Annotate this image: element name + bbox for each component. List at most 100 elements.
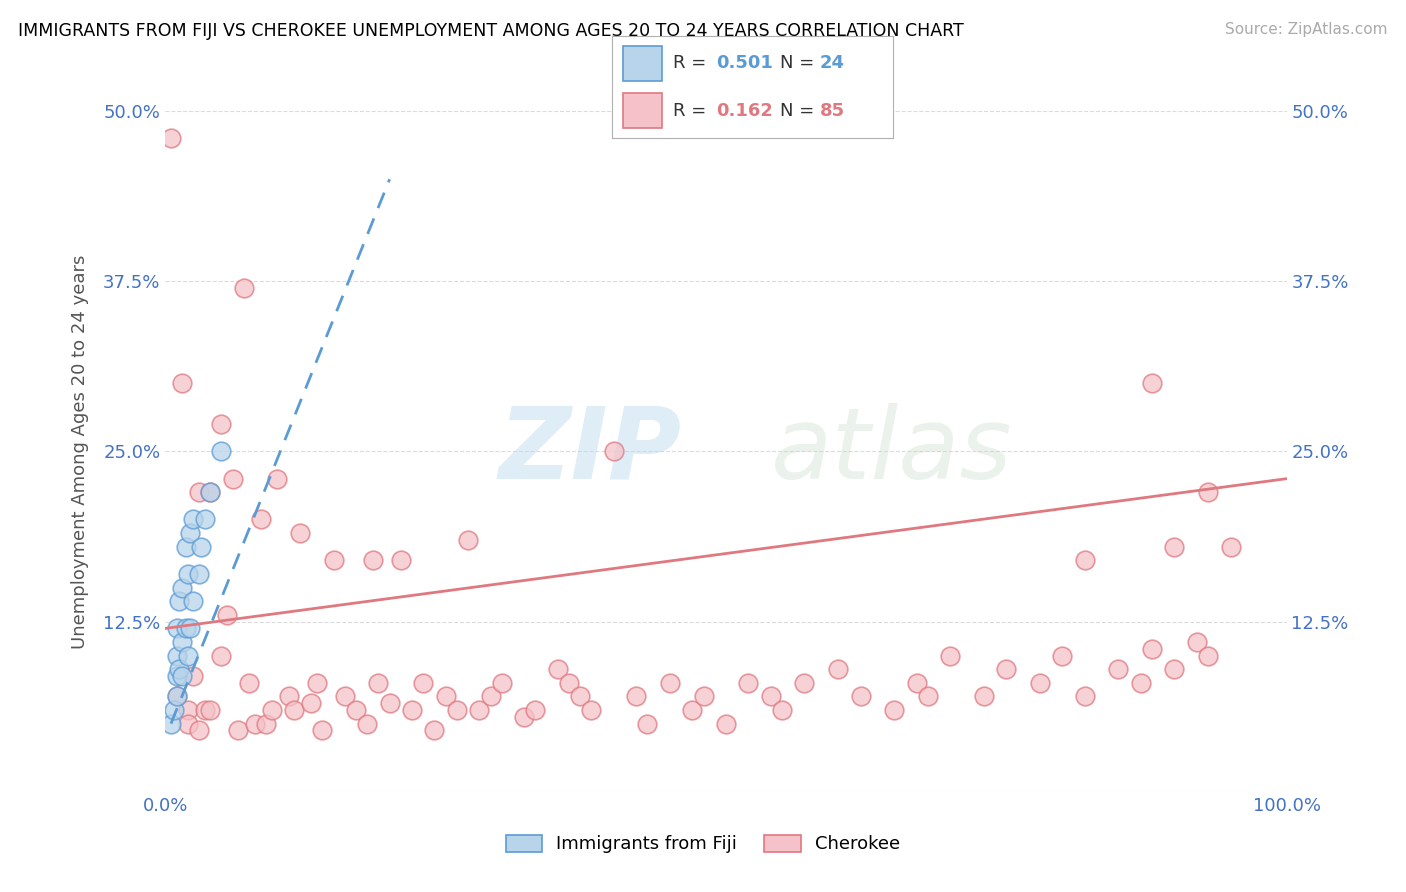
Text: R =: R = xyxy=(673,54,713,72)
Legend: Immigrants from Fiji, Cherokee: Immigrants from Fiji, Cherokee xyxy=(499,828,907,861)
Text: 24: 24 xyxy=(820,54,845,72)
Point xyxy=(1197,485,1219,500)
Point xyxy=(215,607,238,622)
Y-axis label: Unemployment Among Ages 20 to 24 years: Unemployment Among Ages 20 to 24 years xyxy=(72,254,89,648)
Text: 85: 85 xyxy=(820,102,845,120)
Point xyxy=(1185,635,1208,649)
Point xyxy=(188,723,211,738)
Point xyxy=(266,472,288,486)
Point xyxy=(446,703,468,717)
Point xyxy=(1129,675,1152,690)
Point xyxy=(1140,376,1163,391)
Point xyxy=(226,723,249,738)
Point xyxy=(172,376,194,391)
Point xyxy=(190,540,212,554)
Point xyxy=(194,512,217,526)
Point xyxy=(491,675,513,690)
Point xyxy=(1163,662,1185,676)
Point xyxy=(361,553,384,567)
Point xyxy=(209,648,232,663)
Text: N =: N = xyxy=(780,102,820,120)
Point xyxy=(1107,662,1129,676)
Point xyxy=(883,703,905,717)
Point xyxy=(378,696,401,710)
Point xyxy=(172,669,194,683)
Point xyxy=(232,281,254,295)
Point xyxy=(311,723,333,738)
Point xyxy=(1197,648,1219,663)
Point xyxy=(221,472,243,486)
Point xyxy=(188,485,211,500)
Point xyxy=(179,621,201,635)
Text: R =: R = xyxy=(673,102,713,120)
Point xyxy=(322,553,344,567)
Point xyxy=(524,703,547,717)
Bar xyxy=(623,93,662,128)
Point xyxy=(174,540,197,554)
Point xyxy=(770,703,793,717)
Point xyxy=(737,675,759,690)
Text: N =: N = xyxy=(780,54,820,72)
Point xyxy=(288,526,311,541)
Bar xyxy=(623,45,662,81)
Point xyxy=(200,485,222,500)
Point xyxy=(905,675,928,690)
Point xyxy=(1029,675,1052,690)
Point xyxy=(188,566,211,581)
Point xyxy=(1219,540,1241,554)
Point xyxy=(759,690,782,704)
Point xyxy=(177,566,200,581)
Point xyxy=(457,533,479,547)
Point xyxy=(793,675,815,690)
Point xyxy=(939,648,962,663)
Point xyxy=(333,690,356,704)
Point xyxy=(209,417,232,432)
Point xyxy=(166,648,188,663)
Point xyxy=(254,716,277,731)
Point xyxy=(166,690,188,704)
Point xyxy=(973,690,995,704)
Point xyxy=(183,512,205,526)
Point xyxy=(163,703,186,717)
Point xyxy=(1052,648,1074,663)
Point xyxy=(1140,641,1163,656)
Point xyxy=(200,485,222,500)
Point xyxy=(166,621,188,635)
Text: 0.501: 0.501 xyxy=(716,54,772,72)
Point xyxy=(423,723,446,738)
Point xyxy=(547,662,569,676)
Text: ZIP: ZIP xyxy=(498,403,681,500)
Point xyxy=(714,716,737,731)
Point xyxy=(200,703,222,717)
Point xyxy=(177,716,200,731)
Point xyxy=(1163,540,1185,554)
Point xyxy=(637,716,659,731)
Point xyxy=(177,703,200,717)
Point xyxy=(166,669,188,683)
Point xyxy=(166,690,188,704)
Point xyxy=(412,675,434,690)
Point xyxy=(681,703,703,717)
Text: 0.162: 0.162 xyxy=(716,102,772,120)
Point xyxy=(849,690,872,704)
Point xyxy=(513,710,536,724)
Point xyxy=(177,648,200,663)
Point xyxy=(160,716,183,731)
Point xyxy=(692,690,714,704)
Point xyxy=(344,703,367,717)
Text: IMMIGRANTS FROM FIJI VS CHEROKEE UNEMPLOYMENT AMONG AGES 20 TO 24 YEARS CORRELAT: IMMIGRANTS FROM FIJI VS CHEROKEE UNEMPLO… xyxy=(18,22,965,40)
Point xyxy=(238,675,260,690)
Point xyxy=(658,675,681,690)
Point xyxy=(401,703,423,717)
Point xyxy=(243,716,266,731)
Point xyxy=(603,444,626,458)
Point xyxy=(283,703,305,717)
Point xyxy=(179,526,201,541)
Point xyxy=(389,553,412,567)
Point xyxy=(626,690,648,704)
Point xyxy=(183,669,205,683)
Point xyxy=(167,594,190,608)
Text: atlas: atlas xyxy=(770,403,1012,500)
Point xyxy=(995,662,1018,676)
Point xyxy=(260,703,283,717)
